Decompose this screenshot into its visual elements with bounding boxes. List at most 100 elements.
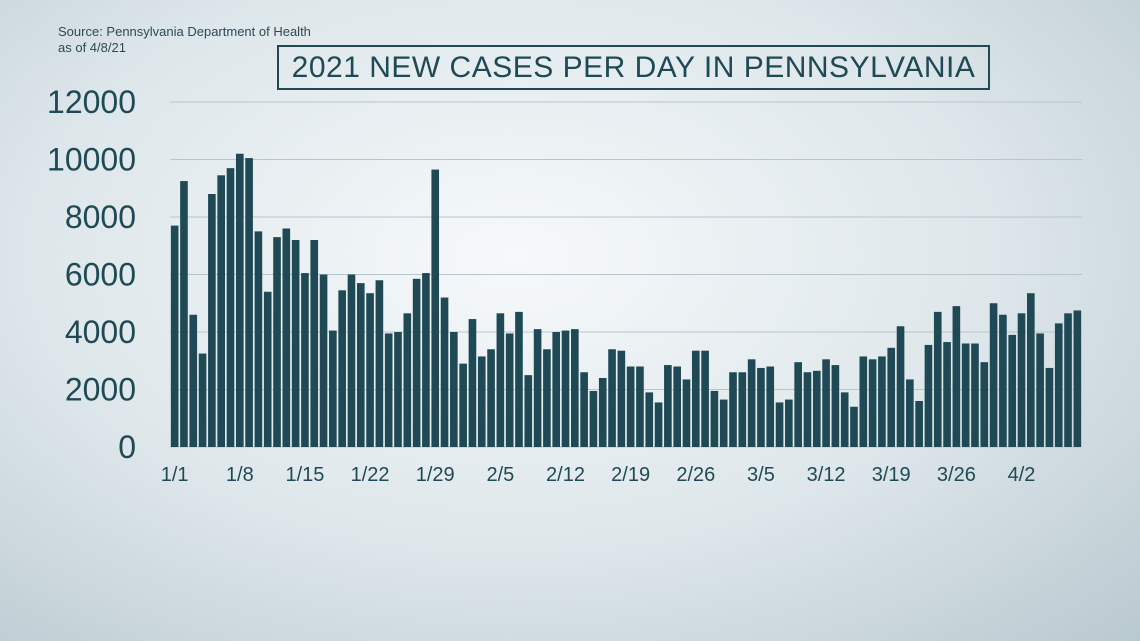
x-tick-label: 3/12: [807, 464, 846, 486]
x-tick-label: 3/19: [872, 464, 911, 486]
x-tick-label: 2/12: [546, 464, 585, 486]
bar-1/11: [263, 291, 272, 447]
bar-3/28: [971, 343, 979, 447]
bar-3/3: [738, 372, 747, 447]
bar-1/9: [245, 158, 253, 447]
bar-3/31: [999, 314, 1007, 447]
chart-title-box: 2021 NEW CASES PER DAY IN PENNSYLVANIA: [277, 45, 990, 90]
bar-3/2: [729, 372, 737, 447]
bar-1/25: [394, 332, 402, 447]
bar-2/15: [589, 390, 598, 447]
bar-1/17: [319, 274, 328, 447]
bar-1/27: [412, 278, 421, 447]
bar-3/10: [803, 372, 812, 447]
y-tick-label: 0: [118, 429, 136, 465]
bar-2/21: [645, 392, 654, 448]
bar-3/1: [719, 399, 728, 447]
x-tick-label: 1/8: [226, 464, 254, 486]
bar-2/8: [524, 375, 533, 448]
bar-1/19: [338, 290, 346, 447]
bar-1/13: [282, 228, 291, 447]
bar-2/28: [710, 390, 719, 447]
bar-3/7: [775, 402, 784, 447]
x-axis-ticks: 1/1 1/8 1/15 1/22 1/29 2/5 2/12 2/19 2/26 3/5 3/12…: [161, 464, 1036, 486]
bar-2/22: [654, 402, 663, 447]
x-tick-label: 1/15: [285, 464, 324, 486]
bar-1/1: [170, 225, 179, 447]
bar-2/24: [673, 366, 681, 447]
bar-4/3: [1027, 293, 1035, 447]
x-tick-label: 4/2: [1008, 464, 1036, 486]
bar-2/2: [468, 319, 477, 447]
bar-2/26: [691, 350, 700, 447]
bar-1/16: [310, 240, 319, 447]
chart-title: 2021 NEW CASES PER DAY IN PENNSYLVANIA: [291, 50, 976, 84]
bar-1/28: [422, 273, 430, 447]
x-tick-label: 3/5: [747, 464, 775, 486]
bar-3/13: [831, 365, 840, 447]
bar-2/6: [505, 333, 514, 447]
bar-1/30: [440, 297, 449, 447]
bar-1/26: [403, 313, 412, 447]
bar-3/6: [766, 366, 775, 447]
bar-2/3: [477, 356, 486, 447]
bar-2/16: [598, 378, 607, 447]
bar-3/16: [859, 356, 868, 447]
as-of-date: as of 4/8/21: [58, 40, 126, 55]
x-tick-label: 2/26: [676, 464, 715, 486]
x-tick-label: 1/22: [351, 464, 390, 486]
y-tick-label: 12000: [47, 84, 136, 120]
bar-1/10: [254, 231, 263, 448]
bar-3/15: [850, 406, 858, 447]
bar-2/14: [580, 372, 588, 447]
bar-3/14: [840, 392, 849, 448]
x-tick-label: 1/1: [161, 464, 189, 486]
bar-4/7: [1064, 313, 1072, 447]
bar-2/11: [552, 332, 561, 447]
bar-3/30: [989, 303, 998, 447]
bars: [170, 153, 1082, 448]
y-tick-label: 4000: [65, 314, 136, 350]
bar-3/26: [952, 306, 961, 448]
bar-2/12: [561, 330, 570, 447]
bar-1/7: [226, 168, 235, 448]
source-note: Source: Pennsylvania Department of Healt…: [58, 24, 311, 56]
bar-1/12: [273, 237, 281, 447]
bar-3/27: [961, 343, 970, 447]
bar-1/3: [189, 314, 198, 447]
bar-2/10: [543, 349, 551, 447]
bar-3/21: [906, 379, 914, 447]
bar-1/2: [180, 181, 188, 447]
bar-4/2: [1017, 313, 1026, 447]
bar-3/9: [794, 362, 802, 447]
bar-2/1: [459, 363, 467, 448]
bar-3/19: [887, 347, 896, 447]
bar-4/1: [1008, 334, 1017, 448]
bar-1/24: [384, 333, 393, 447]
bar-2/17: [608, 349, 616, 447]
bar-2/20: [636, 366, 644, 447]
bar-1/20: [347, 274, 356, 447]
bar-3/22: [915, 401, 923, 447]
x-tick-label: 3/26: [937, 464, 976, 486]
x-tick-label: 1/29: [416, 464, 455, 486]
bar-1/14: [291, 240, 300, 447]
bar-2/9: [533, 329, 542, 448]
bar-1/6: [217, 175, 225, 447]
source-line: Source: Pennsylvania Department of Healt…: [58, 24, 311, 39]
bar-2/27: [701, 350, 709, 447]
bar-2/4: [487, 349, 495, 447]
x-tick-label: 2/5: [486, 464, 514, 486]
bar-2/25: [682, 379, 691, 447]
bar-4/4: [1036, 333, 1044, 447]
bar-1/18: [329, 330, 337, 447]
bar-1/31: [450, 332, 458, 447]
bar-4/6: [1054, 323, 1063, 448]
bar-3/18: [878, 356, 886, 447]
bar-1/23: [375, 280, 384, 447]
bar-1/15: [301, 273, 309, 447]
y-tick-label: 2000: [65, 372, 136, 408]
bar-3/11: [812, 370, 821, 447]
bar-1/29: [431, 169, 440, 447]
bar-3/24: [933, 311, 942, 448]
